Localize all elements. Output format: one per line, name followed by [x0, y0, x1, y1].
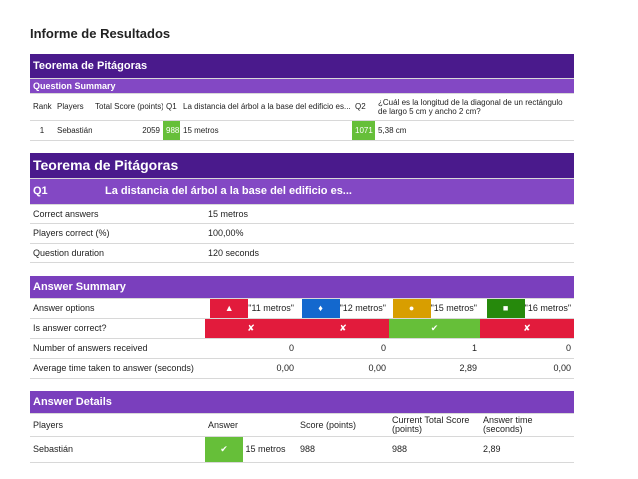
question-table: Teorema de Pitágoras Q1 La distancia del …: [30, 153, 575, 263]
cell: 120 seconds: [205, 243, 575, 263]
cell: 5,38 cm: [375, 120, 575, 141]
cell: 0,00: [297, 358, 389, 379]
option: "16 metros": [524, 302, 572, 313]
column-header: Current Total Score (points): [389, 413, 480, 437]
correct-icon: ✔: [205, 436, 243, 461]
cell: 0,00: [205, 358, 297, 379]
cell: 100,00%: [205, 223, 575, 244]
cell: Sebastián: [30, 436, 205, 463]
column-header: ¿Cuál es la longitud de la diagonal de u…: [375, 93, 575, 121]
cell: 2,89: [480, 436, 575, 463]
cell: 15 metros: [245, 443, 286, 454]
summary-subtitle: Question Summary: [30, 78, 575, 94]
answer-details-title: Answer Details: [30, 391, 575, 414]
cell: 1: [30, 120, 54, 141]
triangle-icon: ▲: [210, 298, 249, 317]
incorrect-icon: ✘: [297, 318, 389, 339]
diamond-icon: ♦: [301, 298, 340, 317]
column-header: Total Score (points): [92, 93, 163, 121]
row-label: Is answer correct?: [30, 318, 205, 339]
cell: 15 metros: [205, 204, 575, 224]
cell: 0: [297, 338, 389, 359]
cell: 0: [480, 338, 575, 359]
question-title: Teorema de Pitágoras: [30, 153, 575, 179]
cell: 0,00: [480, 358, 575, 379]
row-label: Question duration: [30, 243, 205, 263]
answer-summary-title: Answer Summary: [30, 276, 575, 299]
score-cell: 1071: [352, 120, 375, 141]
column-header: Players: [54, 93, 92, 121]
column-header: Players: [30, 413, 205, 437]
column-header: Rank: [30, 93, 54, 121]
row-label: Average time taken to answer (seconds): [30, 358, 205, 379]
column-header: Q2: [352, 93, 375, 121]
column-header: Answer time (seconds): [480, 413, 575, 437]
correct-icon: ✔: [389, 318, 480, 339]
option: "11 metros": [248, 302, 294, 313]
cell: 15 metros: [180, 120, 352, 141]
row-label: Number of answers received: [30, 338, 205, 359]
question-label: Q1: [30, 178, 102, 205]
option: "12 metros": [339, 302, 386, 313]
summary-title: Teorema de Pitágoras: [30, 54, 575, 79]
cell: 988: [297, 436, 389, 463]
answer-summary-table: Answer Summary Answer options ▲ "11 metro…: [30, 276, 575, 379]
answer-details-table: Answer Details Players Answer Score (poi…: [30, 391, 575, 463]
column-header: La distancia del árbol a la base del edi…: [180, 93, 352, 121]
cell: Sebastián: [54, 120, 92, 141]
cell: 1: [389, 338, 480, 359]
row-label: Answer options: [30, 298, 205, 319]
question-text: La distancia del árbol a la base del edi…: [102, 178, 575, 205]
incorrect-icon: ✘: [205, 318, 297, 339]
incorrect-icon: ✘: [480, 318, 575, 339]
cell: 2,89: [389, 358, 480, 379]
cell: 988: [389, 436, 480, 463]
column-header: Answer: [205, 413, 297, 437]
column-header: Score (points): [297, 413, 389, 437]
score-cell: 988: [163, 120, 180, 141]
circle-icon: ●: [392, 298, 431, 317]
cell: 0: [205, 338, 297, 359]
column-header: Q1: [163, 93, 180, 121]
option: "15 metros": [430, 302, 477, 313]
cell: 2059: [92, 120, 163, 141]
row-label: Correct answers: [30, 204, 205, 224]
square-icon: ■: [486, 298, 525, 317]
row-label: Players correct (%): [30, 223, 205, 244]
report-title: Informe de Resultados: [30, 26, 171, 41]
question-summary-table: Teorema de Pitágoras Question Summary Ra…: [30, 54, 575, 141]
